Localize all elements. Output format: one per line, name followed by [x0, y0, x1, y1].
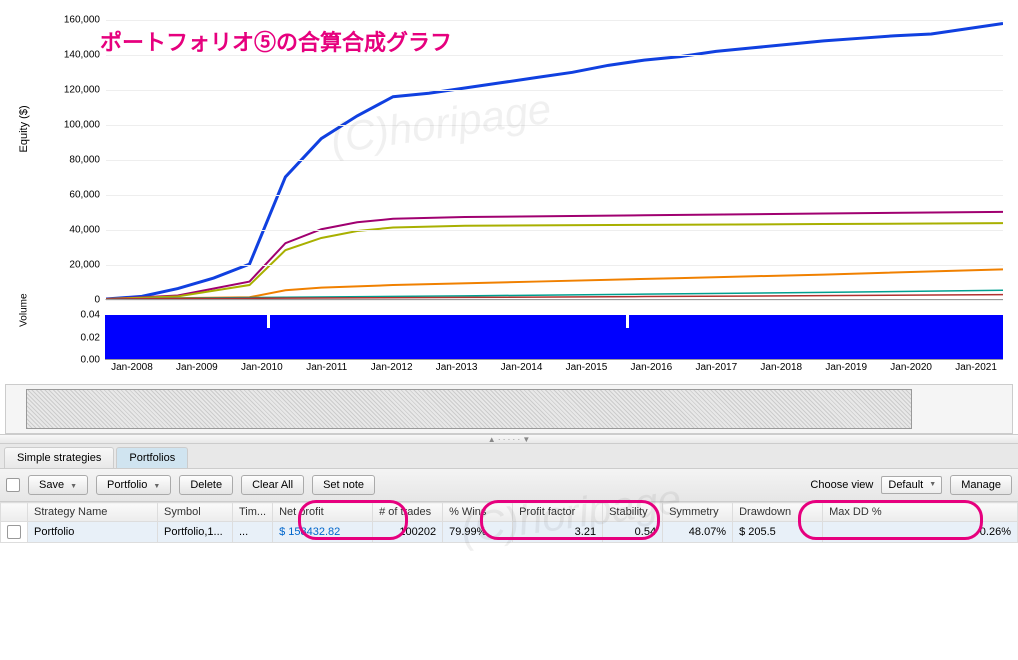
- set-note-label: Set note: [323, 479, 364, 491]
- dropdown-caret-icon: [68, 479, 77, 491]
- cell-stability: 0.54: [603, 522, 663, 543]
- portfolio-button[interactable]: Portfolio: [96, 475, 171, 495]
- tab-simple-strategies[interactable]: Simple strategies: [4, 447, 114, 468]
- bottom-tabs: Simple strategiesPortfolios: [0, 444, 1018, 469]
- overview-minimap[interactable]: [5, 384, 1013, 434]
- portfolio-table-wrap: Strategy NameSymbolTim...Net profit# of …: [0, 502, 1018, 543]
- portfolio-table: Strategy NameSymbolTim...Net profit# of …: [0, 502, 1018, 543]
- save-label: Save: [39, 479, 64, 491]
- x-axis-ticks: Jan-2008Jan-2009Jan-2010Jan-2011Jan-2012…: [105, 362, 1003, 380]
- clear-all-label: Clear All: [252, 479, 293, 491]
- cell-max-dd: 0.26%: [823, 522, 1018, 543]
- col-header[interactable]: Symmetry: [663, 503, 733, 522]
- row-checkbox[interactable]: [7, 525, 21, 539]
- choose-view-label: Choose view: [810, 479, 873, 491]
- portfolio-label: Portfolio: [107, 479, 147, 491]
- y-axis-label: Equity ($): [18, 105, 30, 152]
- volume-chart: Volume 0.000.020.04 Jan-2008Jan-2009Jan-…: [10, 310, 1008, 380]
- volume-label: Volume: [19, 293, 30, 326]
- plot-region: [105, 20, 1003, 300]
- view-select-value: Default: [888, 479, 923, 491]
- cell-trades: 100202: [373, 522, 443, 543]
- col-header[interactable]: Net profit: [273, 503, 373, 522]
- save-button[interactable]: Save: [28, 475, 88, 495]
- set-note-button[interactable]: Set note: [312, 475, 375, 495]
- cell-profit-factor: 3.21: [513, 522, 603, 543]
- delete-button[interactable]: Delete: [179, 475, 233, 495]
- manage-label: Manage: [961, 479, 1001, 491]
- col-header[interactable]: Strategy Name: [28, 503, 158, 522]
- cell-net-profit: $ 158432.82: [273, 522, 373, 543]
- minimap-selection[interactable]: [26, 389, 912, 429]
- cell-tim: ...: [233, 522, 273, 543]
- y-axis-ticks: 020,00040,00060,00080,000100,000120,0001…: [50, 10, 100, 310]
- select-all-checkbox[interactable]: [6, 478, 20, 492]
- clear-all-button[interactable]: Clear All: [241, 475, 304, 495]
- view-select[interactable]: Default: [881, 476, 942, 494]
- horizontal-splitter[interactable]: ▲ · · · · · ▼: [0, 434, 1018, 444]
- col-header[interactable]: Tim...: [233, 503, 273, 522]
- manage-button[interactable]: Manage: [950, 475, 1012, 495]
- col-header[interactable]: # of trades: [373, 503, 443, 522]
- cell-strategy-name: Portfolio: [28, 522, 158, 543]
- portfolio-toolbar: Save Portfolio Delete Clear All Set note…: [0, 469, 1018, 502]
- col-header[interactable]: Drawdown: [733, 503, 823, 522]
- cell-drawdown: $ 205.5: [733, 522, 823, 543]
- table-row[interactable]: Portfolio Portfolio,1... ... $ 158432.82…: [1, 522, 1018, 543]
- col-header[interactable]: Max DD %: [823, 503, 1018, 522]
- equity-chart: ポートフォリオ⑤の合算合成グラフ (C)horipage Equity ($) …: [10, 10, 1008, 310]
- col-header[interactable]: Stability: [603, 503, 663, 522]
- dropdown-caret-icon: [151, 479, 160, 491]
- col-header[interactable]: [1, 503, 28, 522]
- delete-label: Delete: [190, 479, 222, 491]
- cell-symmetry: 48.07%: [663, 522, 733, 543]
- chart-title: ポートフォリオ⑤の合算合成グラフ: [100, 25, 452, 57]
- volume-bars: [105, 315, 1003, 360]
- col-header[interactable]: Symbol: [158, 503, 233, 522]
- col-header[interactable]: Profit factor: [513, 503, 603, 522]
- cell-symbol: Portfolio,1...: [158, 522, 233, 543]
- col-header[interactable]: % Wins: [443, 503, 513, 522]
- table-header-row: Strategy NameSymbolTim...Net profit# of …: [1, 503, 1018, 522]
- tab-portfolios[interactable]: Portfolios: [116, 447, 188, 468]
- cell-wins: 79.99%: [443, 522, 513, 543]
- volume-ticks: 0.000.020.04: [50, 315, 100, 360]
